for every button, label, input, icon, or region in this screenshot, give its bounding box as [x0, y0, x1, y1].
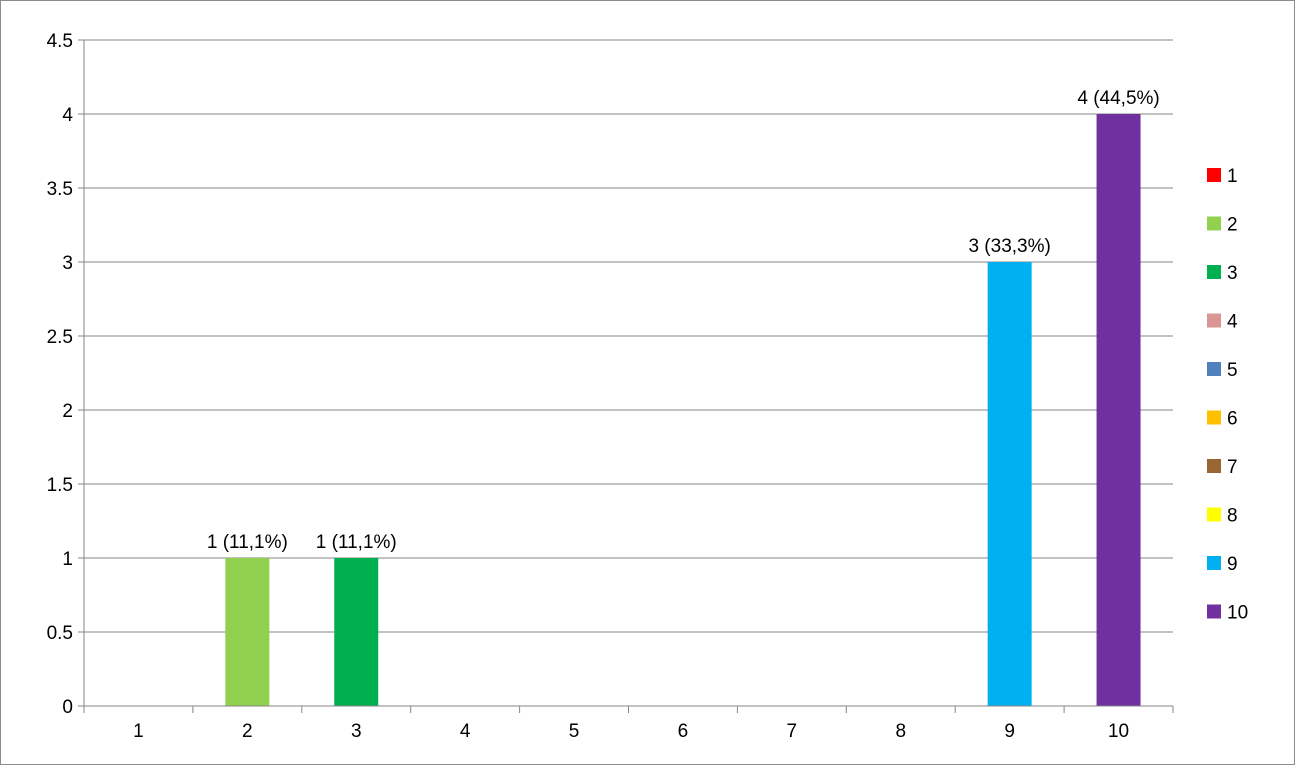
- y-tick-label: 3.5: [47, 179, 73, 200]
- axes: [78, 39, 1174, 713]
- legend-label-2: 2: [1227, 215, 1238, 236]
- legend-swatch-4: [1207, 313, 1221, 328]
- x-tick-label: 7: [787, 721, 798, 742]
- y-tick-label: 0.5: [47, 623, 73, 644]
- legend-swatch-9: [1207, 556, 1221, 570]
- x-tick-label: 6: [678, 721, 689, 742]
- legend-label-10: 10: [1227, 603, 1248, 624]
- y-tick-label: 1: [62, 549, 73, 570]
- legend-swatch-6: [1207, 410, 1221, 425]
- x-tick-label: 5: [569, 721, 580, 742]
- y-tick-label: 1.5: [47, 475, 73, 496]
- legend-swatch-7: [1207, 459, 1221, 473]
- x-axis-tick-labels: 1 2 3 4 5 6 7 8 9 10: [133, 721, 1129, 742]
- data-label-10: 4 (44,5%): [1077, 88, 1159, 109]
- x-tick-label: 8: [895, 721, 906, 742]
- y-tick-label: 2.5: [47, 327, 73, 348]
- data-labels: 1 (11,1%) 1 (11,1%) 3 (33,3%) 4 (44,5%): [207, 88, 1160, 553]
- bar-3: [334, 558, 379, 706]
- y-tick-label: 0: [62, 697, 73, 718]
- data-label-2: 1 (11,1%): [207, 532, 288, 553]
- x-tick-label: 2: [242, 721, 253, 742]
- bar-2: [225, 558, 270, 706]
- legend-label-4: 4: [1227, 312, 1238, 333]
- legend-label-3: 3: [1227, 263, 1238, 284]
- legend-label-1: 1: [1227, 166, 1238, 187]
- x-tick-label: 1: [133, 721, 144, 742]
- legend-label-6: 6: [1227, 409, 1238, 430]
- legend-swatch-3: [1207, 265, 1221, 279]
- legend-label-5: 5: [1227, 360, 1238, 381]
- legend-swatch-8: [1207, 507, 1221, 522]
- legend-swatch-1: [1207, 168, 1221, 182]
- data-label-3: 1 (11,1%): [316, 532, 397, 553]
- x-tick-label: 3: [351, 721, 362, 742]
- legend-label-8: 8: [1227, 506, 1238, 527]
- legend-swatch-2: [1207, 216, 1221, 231]
- data-label-9: 3 (33,3%): [968, 236, 1050, 257]
- y-tick-label: 2: [62, 401, 73, 422]
- x-tick-label: 10: [1108, 721, 1129, 742]
- y-tick-label: 4: [62, 105, 73, 126]
- bar-10: [1096, 114, 1141, 706]
- bar-9: [987, 262, 1032, 706]
- legend-swatch-5: [1207, 362, 1221, 376]
- legend-label-7: 7: [1227, 457, 1238, 478]
- y-tick-label: 4.5: [47, 31, 73, 52]
- x-tick-label: 9: [1004, 721, 1015, 742]
- legend: 1 2 3 4 5 6 7 8 9 10: [1207, 166, 1248, 624]
- legend-label-9: 9: [1227, 554, 1238, 575]
- y-tick-label: 3: [62, 253, 73, 274]
- y-axis-tick-labels: 0 0.5 1 1.5 2 2.5 3 3.5 4 4.5: [47, 31, 74, 718]
- x-tick-label: 4: [460, 721, 471, 742]
- bars: [225, 114, 1141, 706]
- legend-swatch-10: [1207, 604, 1221, 619]
